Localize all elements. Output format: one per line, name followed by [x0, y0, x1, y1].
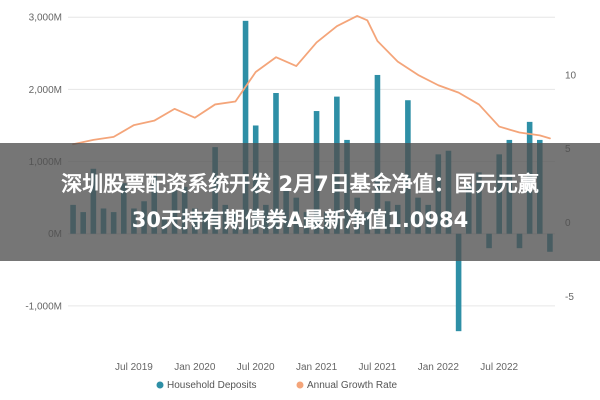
series-line	[72, 14, 551, 146]
line-series-annual-growth-rate	[72, 14, 551, 146]
headline-line-1: 深圳股票配资系统开发 2月7日基金净值：国元元赢	[61, 172, 539, 196]
left-axis-tick-label: -1,000M	[25, 301, 62, 312]
x-axis-tick-label: Jan 2022	[418, 362, 460, 373]
x-axis-tick-label: Jan 2021	[296, 362, 338, 373]
legend-label-household-deposits: Household Deposits	[167, 380, 257, 391]
legend-marker-household-deposits	[156, 381, 164, 389]
right-axis-tick-label: -5	[565, 292, 574, 303]
headline-line-2: 30天持有期债券A最新净值1.0984	[131, 208, 469, 232]
headline-overlay-band: 深圳股票配资系统开发 2月7日基金净值：国元元赢 30天持有期债券A最新净值1.…	[0, 143, 600, 261]
legend-marker-annual-growth-rate	[296, 381, 304, 389]
legend: Household Deposits Annual Growth Rate	[156, 380, 397, 391]
legend-label-annual-growth-rate: Annual Growth Rate	[307, 380, 397, 391]
bar	[242, 20, 249, 234]
x-axis-tick-label: Jul 2022	[480, 362, 518, 373]
left-axis-tick-label: 3,000M	[29, 13, 62, 24]
right-axis-tick-label: 10	[565, 70, 577, 81]
x-axis-tick-label: Jul 2019	[115, 362, 153, 373]
x-axis-tick-label: Jan 2020	[174, 362, 216, 373]
left-axis-tick-label: 2,000M	[29, 85, 62, 96]
x-axis-tick-label: Jul 2021	[359, 362, 397, 373]
bar	[455, 233, 462, 332]
x-axis-tick-label: Jul 2020	[237, 362, 275, 373]
